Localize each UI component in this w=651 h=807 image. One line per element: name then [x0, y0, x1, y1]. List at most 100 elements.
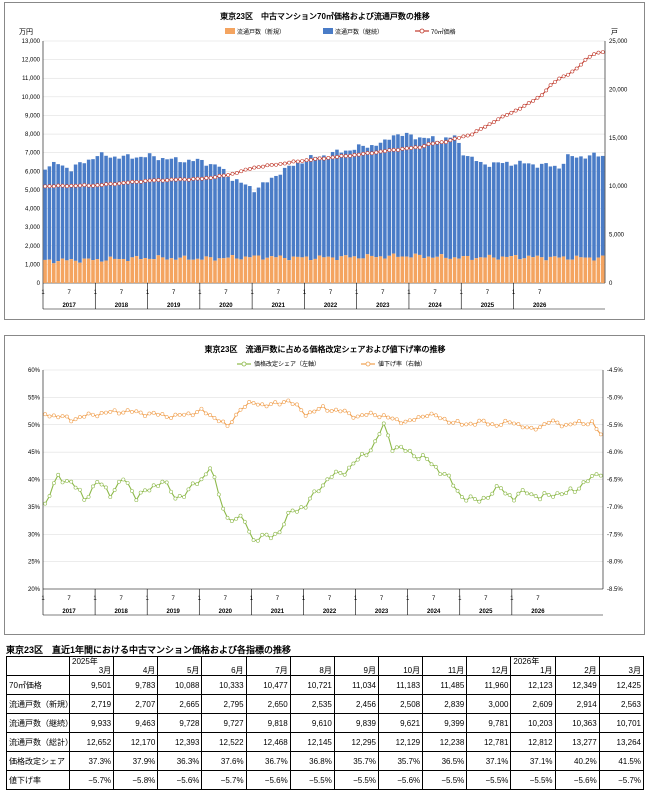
bar-continuing — [343, 150, 348, 256]
revision-share-point — [199, 477, 204, 482]
bar-continuing — [492, 162, 496, 258]
price-cut-point — [147, 411, 152, 416]
price-point — [108, 181, 113, 186]
table-row: 70㎡価格 9,501 9,783 10,088 10,333 10,477 10,721 1… — [6, 675, 645, 695]
year-label — [602, 657, 641, 666]
price-cut-point — [43, 412, 48, 417]
price-cut-point — [299, 408, 304, 413]
price-point — [99, 183, 104, 187]
bar-continuing — [535, 167, 540, 256]
table-cell: 10,721 — [289, 675, 335, 695]
year-label — [204, 657, 243, 666]
revision-share-point — [555, 491, 560, 495]
bar-continuing — [165, 159, 169, 260]
year-label — [160, 657, 199, 666]
revision-share-point — [242, 519, 247, 524]
table-cell: 37.1% — [466, 751, 512, 771]
table-cell: −5.6% — [377, 770, 424, 790]
price-point — [243, 167, 248, 172]
bar-continuing — [487, 166, 492, 255]
bar-continuing — [86, 159, 91, 259]
bar-new — [435, 256, 439, 283]
y-tick-right: 20,000 — [609, 87, 628, 93]
price-point — [226, 173, 231, 177]
bar-continuing — [391, 135, 396, 254]
bar-continuing — [439, 141, 444, 255]
bar-continuing — [522, 163, 527, 259]
price-point — [448, 138, 453, 143]
price-cut-point — [533, 427, 538, 432]
bar-new — [370, 255, 374, 283]
month-label: 11月 — [447, 666, 465, 675]
bar-continuing — [134, 157, 139, 257]
bar-new — [352, 256, 357, 283]
month-label: 3月 — [628, 666, 641, 675]
bar-new — [86, 258, 91, 283]
x-month-label: 7 — [67, 290, 71, 296]
x-month-label: 1 — [458, 596, 462, 602]
price-cut-point — [238, 407, 243, 412]
price-point — [426, 142, 431, 146]
table-month-header: 10月 — [377, 656, 424, 676]
price-cut-point — [373, 413, 377, 418]
bar-continuing — [226, 176, 230, 258]
table-cell: 12,393 — [157, 732, 203, 752]
price-cut-point — [112, 408, 117, 413]
price-point — [56, 183, 61, 188]
table-cell: 36.3% — [157, 751, 203, 771]
bar-continuing — [182, 162, 187, 256]
bar-continuing — [531, 164, 535, 258]
y-tick-left: 9,000 — [25, 113, 41, 119]
y-tick-left: 4,000 — [25, 207, 41, 213]
bar-continuing — [409, 134, 413, 258]
revision-share-point — [43, 501, 48, 506]
bar-continuing — [91, 159, 95, 261]
x-year-label: 2021 — [272, 303, 286, 309]
price-point — [265, 163, 270, 168]
bar-new — [173, 259, 178, 283]
price-point — [126, 180, 130, 185]
price-point — [487, 122, 492, 126]
price-cut-point — [86, 411, 91, 416]
year-label — [469, 657, 508, 666]
price-point — [252, 165, 257, 170]
price-point — [557, 76, 562, 81]
price-point — [500, 114, 505, 119]
price-cut-point — [473, 422, 477, 427]
price-cut-point — [481, 418, 486, 423]
price-cut-point — [208, 413, 213, 417]
x-year-label: 2022 — [323, 609, 337, 615]
price-point — [147, 178, 152, 183]
x-month-label: 7 — [538, 290, 542, 296]
bar-new — [487, 254, 492, 283]
price-point — [143, 178, 148, 183]
bar-continuing — [117, 158, 121, 260]
price-point — [361, 151, 366, 156]
price-point — [391, 147, 396, 152]
bar-new — [548, 256, 553, 283]
price-cut-point — [394, 417, 399, 422]
bar-continuing — [126, 154, 130, 261]
month-label: 2月 — [584, 666, 597, 675]
bar-continuing — [548, 166, 553, 257]
price-cut-point — [269, 402, 273, 407]
bar-new — [156, 255, 161, 283]
bar-new — [300, 257, 304, 283]
bar-continuing — [435, 140, 439, 257]
y-tick-right: 25,000 — [609, 39, 628, 45]
price-point — [596, 50, 601, 55]
price-point — [561, 74, 566, 79]
y-tick-right: -6.5% — [607, 478, 623, 484]
table-cell: 36.5% — [422, 751, 468, 771]
bar-new — [330, 257, 335, 283]
table-row: 流通戸数（継続） 9,933 9,463 9,728 9,727 9,818 9,610 9,… — [6, 713, 645, 733]
bar-continuing — [282, 167, 287, 258]
x-month-label: 1 — [510, 596, 514, 602]
bar-new — [391, 253, 396, 283]
x-month-label: 1 — [146, 596, 150, 602]
x-month-label: 7 — [224, 596, 228, 602]
price-cut-point — [438, 416, 443, 421]
row-label: 流通戸数（総計） — [6, 732, 73, 752]
bar-continuing — [431, 136, 435, 258]
price-cut-point — [60, 414, 65, 419]
